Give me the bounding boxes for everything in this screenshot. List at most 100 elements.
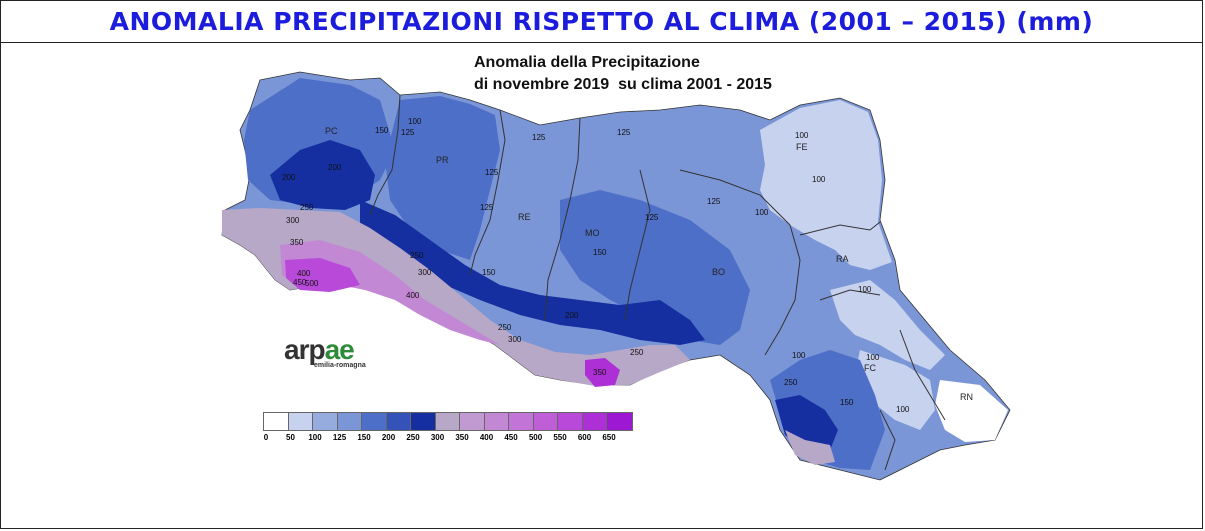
legend-swatch bbox=[386, 413, 411, 430]
isoline-label: 100 bbox=[792, 351, 806, 360]
isoline-label: 200 bbox=[282, 173, 296, 182]
isoline-label: 125 bbox=[645, 213, 659, 222]
isoline-label: 250 bbox=[784, 378, 798, 387]
province-label-fc: FC bbox=[864, 363, 876, 373]
logo-wordmark: arpae bbox=[284, 336, 366, 364]
isoline-label: 150 bbox=[593, 248, 607, 257]
isoline-label: 250 bbox=[410, 251, 424, 260]
isoline-label: 125 bbox=[532, 133, 546, 142]
province-label-pc: PC bbox=[325, 126, 338, 136]
isoline-label: 125 bbox=[485, 168, 499, 177]
legend-swatch bbox=[264, 413, 289, 430]
color-legend: 0 50 100 125 150 200 250 300 350 400 450 500 550 600 6… bbox=[263, 412, 633, 445]
legend-swatch bbox=[411, 413, 436, 430]
isoline-label: 100 bbox=[858, 285, 872, 294]
legend-label: 300 bbox=[430, 433, 445, 442]
region-pr-mid bbox=[385, 96, 500, 260]
province-borders bbox=[369, 94, 946, 471]
header-bar: ANOMALIA PRECIPITAZIONI RISPETTO AL CLIM… bbox=[0, 0, 1203, 43]
isoline-label: 350 bbox=[290, 238, 304, 247]
legend-label: 350 bbox=[455, 433, 469, 442]
isoline-label: 125 bbox=[401, 128, 415, 137]
legend-swatch bbox=[509, 413, 534, 430]
province-label-bo: BO bbox=[712, 267, 725, 277]
isoline-label: 125 bbox=[707, 197, 721, 206]
legend-swatch bbox=[607, 413, 632, 430]
legend-label: 0 bbox=[263, 433, 269, 442]
region-mo-mid bbox=[560, 190, 750, 345]
isoline-label: 300 bbox=[508, 335, 522, 344]
map-title-line1: Anomalia della Precipitazione bbox=[474, 54, 700, 71]
isoline-label: 250 bbox=[498, 323, 512, 332]
isoline-label: 150 bbox=[375, 126, 389, 135]
isoline-label: 100 bbox=[755, 208, 769, 217]
legend-label: 550 bbox=[553, 433, 567, 442]
legend-swatch bbox=[582, 413, 607, 430]
isoline-label: 200 bbox=[328, 163, 342, 172]
arpae-logo: arpae emilia-romagna bbox=[284, 336, 366, 370]
region-east-light bbox=[760, 100, 892, 270]
isoline-label: 125 bbox=[480, 203, 494, 212]
region-fc-purple bbox=[785, 430, 835, 465]
isoline-label: 500 bbox=[305, 279, 319, 288]
province-label-fe: FE bbox=[796, 142, 808, 152]
legend-label: 600 bbox=[577, 433, 592, 442]
legend-label: 100 bbox=[308, 433, 322, 442]
logo-subtitle: emilia-romagna bbox=[314, 362, 366, 369]
legend-swatch bbox=[435, 413, 460, 430]
legend-label: 250 bbox=[406, 433, 420, 442]
map-title: Anomalia della Precipitazione di novembr… bbox=[474, 52, 772, 96]
region-pc-dark bbox=[270, 140, 375, 210]
region-peak-south bbox=[585, 358, 620, 387]
province-label-re: RE bbox=[518, 212, 531, 222]
isoline-label: 125 bbox=[617, 128, 631, 137]
isoline-label: 100 bbox=[896, 405, 910, 414]
legend-label: 500 bbox=[528, 433, 543, 442]
legend-label: 400 bbox=[479, 433, 494, 442]
legend-label: 50 bbox=[286, 433, 295, 442]
isoline-label: 150 bbox=[840, 398, 854, 407]
province-label-ra: RA bbox=[836, 254, 849, 264]
isoline-label: 450 bbox=[293, 278, 307, 287]
province-label-pr: PR bbox=[436, 155, 449, 165]
isoline-label: 250 bbox=[630, 348, 644, 357]
isoline-label: 100 bbox=[795, 131, 809, 140]
isoline-label: 100 bbox=[408, 117, 422, 126]
legend-swatch bbox=[558, 413, 583, 430]
legend-swatch bbox=[460, 413, 485, 430]
region-rn-white bbox=[935, 380, 1008, 442]
legend-label: 150 bbox=[357, 433, 371, 442]
legend-swatch bbox=[533, 413, 558, 430]
legend-swatch bbox=[288, 413, 313, 430]
legend-swatch bbox=[484, 413, 509, 430]
legend-label: 450 bbox=[504, 433, 518, 442]
map-title-line2: di novembre 2019 su clima 2001 - 2015 bbox=[474, 76, 772, 93]
region-peak-west bbox=[285, 258, 360, 292]
province-label-mo: MO bbox=[585, 228, 600, 238]
isoline-label: 400 bbox=[406, 291, 420, 300]
region-ridge-dark bbox=[360, 200, 705, 345]
header-title: ANOMALIA PRECIPITAZIONI RISPETTO AL CLIM… bbox=[109, 6, 1094, 36]
province-label-rn: RN bbox=[960, 392, 973, 402]
legend-label: 200 bbox=[381, 433, 396, 442]
isoline-label: 350 bbox=[593, 368, 607, 377]
region-fc-light bbox=[855, 350, 935, 430]
isoline-label: 200 bbox=[565, 311, 579, 320]
logo-word-accent: ae bbox=[324, 334, 355, 365]
isoline-label: 150 bbox=[482, 268, 496, 277]
legend-label: 125 bbox=[332, 433, 347, 442]
logo-word-main: arp bbox=[284, 334, 326, 365]
legend-swatch bbox=[337, 413, 362, 430]
legend-labels: 0 50 100 125 150 200 250 300 350 400 450 500 550 600 6… bbox=[263, 433, 633, 445]
isoline-label: 100 bbox=[812, 175, 826, 184]
isoline-label: 400 bbox=[297, 269, 311, 278]
region-ra-light bbox=[830, 280, 945, 370]
legend-swatch bbox=[313, 413, 338, 430]
legend-swatch bbox=[362, 413, 387, 430]
isoline-label: 250 bbox=[300, 203, 314, 212]
isoline-label: 300 bbox=[286, 216, 300, 225]
legend-swatches bbox=[263, 412, 633, 431]
isoline-label: 300 bbox=[418, 268, 432, 277]
